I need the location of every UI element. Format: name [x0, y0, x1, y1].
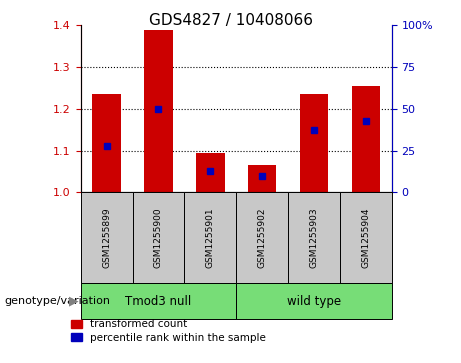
Text: GSM1255901: GSM1255901: [206, 207, 215, 268]
Bar: [248, 165, 277, 192]
Text: GSM1255902: GSM1255902: [258, 208, 267, 268]
Text: wild type: wild type: [287, 295, 341, 308]
Bar: [300, 94, 328, 192]
Bar: [352, 86, 380, 192]
Bar: [144, 29, 173, 192]
FancyBboxPatch shape: [340, 192, 392, 283]
Text: Tmod3 null: Tmod3 null: [125, 295, 192, 308]
FancyBboxPatch shape: [133, 192, 184, 283]
FancyBboxPatch shape: [81, 283, 236, 319]
FancyBboxPatch shape: [81, 192, 133, 283]
FancyBboxPatch shape: [288, 192, 340, 283]
Text: GDS4827 / 10408066: GDS4827 / 10408066: [148, 13, 313, 28]
Text: GSM1255899: GSM1255899: [102, 207, 111, 268]
Bar: [196, 153, 225, 192]
Text: ▶: ▶: [69, 295, 78, 308]
Text: GSM1255903: GSM1255903: [309, 207, 319, 268]
Text: genotype/variation: genotype/variation: [5, 296, 111, 306]
Legend: transformed count, percentile rank within the sample: transformed count, percentile rank withi…: [71, 319, 266, 343]
Text: GSM1255900: GSM1255900: [154, 207, 163, 268]
Bar: [92, 94, 121, 192]
Text: GSM1255904: GSM1255904: [361, 208, 371, 268]
FancyBboxPatch shape: [236, 283, 392, 319]
FancyBboxPatch shape: [236, 192, 288, 283]
FancyBboxPatch shape: [184, 192, 236, 283]
